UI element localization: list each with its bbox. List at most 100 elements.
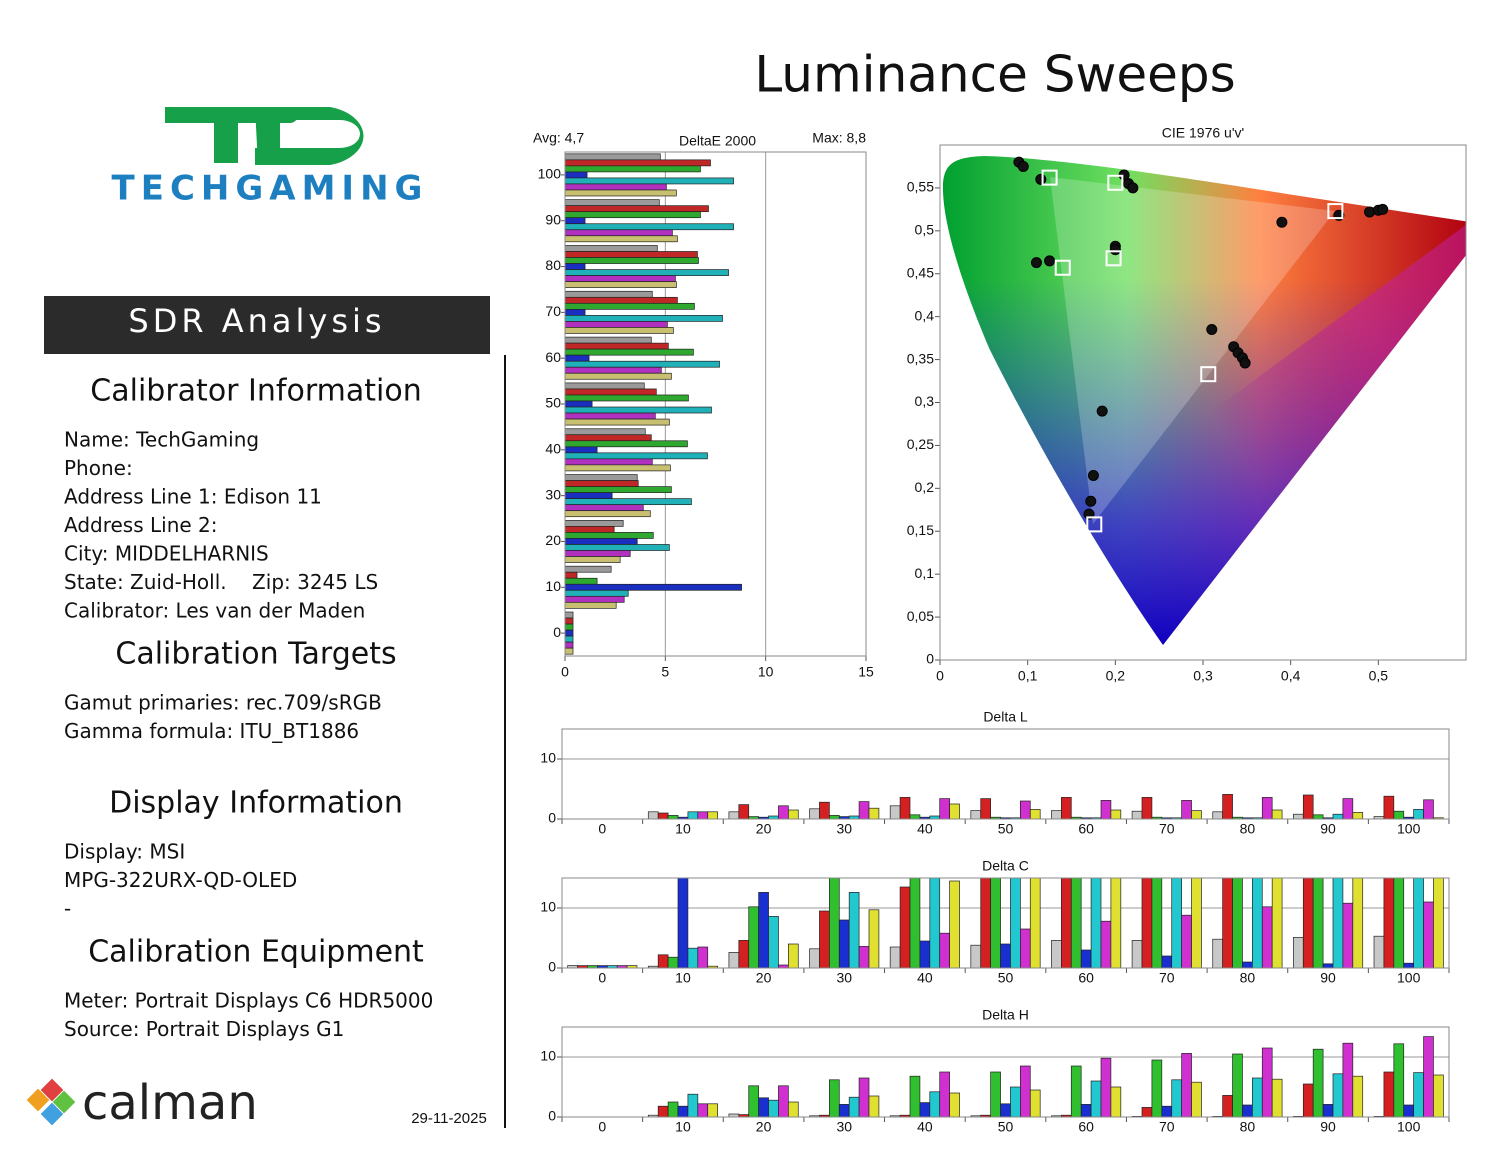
x-tick-label: 70 xyxy=(1159,821,1175,837)
bar xyxy=(838,1104,850,1117)
bar xyxy=(647,811,659,819)
info-line: Calibrator: Les van der Maden xyxy=(64,599,365,623)
bars xyxy=(567,878,1444,968)
bar xyxy=(990,878,1001,968)
bar xyxy=(848,1096,860,1117)
y-tick-label: 0,25 xyxy=(907,436,934,452)
x-tick-label: 0,3 xyxy=(1193,668,1213,684)
bar xyxy=(565,327,674,334)
bar xyxy=(1413,878,1424,968)
bar xyxy=(1131,940,1143,968)
bar xyxy=(1020,1065,1031,1117)
y-tick-label: 80 xyxy=(545,257,561,273)
info-line: Gamut primaries: rec.709/sRGB xyxy=(64,691,382,715)
bar xyxy=(868,1095,880,1117)
y-tick-label: 40 xyxy=(545,441,561,457)
bar xyxy=(1191,1081,1202,1117)
bar xyxy=(1342,902,1354,968)
bar xyxy=(1010,878,1021,968)
chart-title: Delta H xyxy=(982,1007,1029,1023)
bar xyxy=(829,815,840,819)
bar xyxy=(829,1079,840,1117)
y-tick-label: 20 xyxy=(545,532,561,548)
bar xyxy=(1261,797,1273,819)
x-tick-label: 10 xyxy=(675,821,691,837)
bar xyxy=(1029,878,1041,968)
logo-mark xyxy=(255,107,364,165)
plot-frame xyxy=(561,1026,1450,1118)
software-name: calman xyxy=(82,1075,258,1131)
y-tick-label: 0,05 xyxy=(907,608,934,624)
bar xyxy=(1232,1053,1243,1117)
bar xyxy=(687,811,699,819)
bar xyxy=(1070,1065,1082,1117)
bar xyxy=(768,916,779,968)
section-title: Display Information xyxy=(109,786,403,821)
y-tick-label: 60 xyxy=(545,349,561,365)
bar xyxy=(1302,1083,1314,1117)
bar xyxy=(1383,795,1395,819)
x-tick-label: 30 xyxy=(836,970,852,986)
y-tick-label: 30 xyxy=(545,486,561,502)
x-tick-label: 30 xyxy=(836,821,852,837)
bar xyxy=(565,458,653,466)
bar xyxy=(565,382,645,390)
bar xyxy=(1352,878,1364,968)
brand-logo: TECHGAMING xyxy=(112,107,422,209)
measured-point xyxy=(1096,405,1108,417)
y-tick-label: 10 xyxy=(540,1048,556,1064)
bar xyxy=(565,492,613,499)
bar xyxy=(565,464,671,472)
x-tick-label: 100 xyxy=(1397,821,1421,837)
bar xyxy=(565,360,720,368)
bar xyxy=(889,805,901,819)
bar xyxy=(1029,809,1041,819)
bar xyxy=(565,635,574,643)
bar xyxy=(1332,813,1344,819)
bar xyxy=(1222,794,1233,819)
bar xyxy=(565,388,657,396)
target-point xyxy=(1105,250,1122,267)
y-tick-label: 0,45 xyxy=(907,264,934,280)
bar xyxy=(1423,1036,1434,1117)
y-tick-label: 10 xyxy=(545,578,561,594)
bar xyxy=(565,321,668,328)
bar xyxy=(1181,914,1192,968)
bar xyxy=(565,532,654,539)
x-tick-label: 50 xyxy=(998,1119,1014,1135)
bar xyxy=(565,275,676,282)
y-tick-label: 0 xyxy=(548,1108,556,1124)
bar xyxy=(819,801,830,819)
measured-point xyxy=(1035,173,1047,185)
bar xyxy=(919,1102,931,1117)
measured-point xyxy=(1087,469,1099,481)
section-title: Calibration Targets xyxy=(115,637,396,672)
bar xyxy=(565,647,574,655)
bar xyxy=(1191,810,1202,819)
target-point xyxy=(1086,516,1103,533)
bar xyxy=(1181,1053,1192,1117)
bar xyxy=(565,309,586,316)
bar xyxy=(738,940,750,968)
bar xyxy=(1090,1080,1102,1117)
bar xyxy=(1212,938,1223,968)
bar xyxy=(1000,943,1011,968)
bar xyxy=(728,952,740,968)
bar xyxy=(1061,878,1072,968)
bar xyxy=(565,544,670,551)
bar xyxy=(565,229,673,237)
y-tick-label: 0,1 xyxy=(915,565,935,581)
measured-point xyxy=(1127,182,1139,194)
bar xyxy=(1100,920,1112,968)
annotation: Max: 8,8 xyxy=(812,130,866,146)
y-tick-label: 0,5 xyxy=(915,222,935,238)
section-title: Calibration Equipment xyxy=(88,935,424,970)
target-point xyxy=(1041,169,1058,186)
bar xyxy=(565,199,660,207)
plot-frame xyxy=(564,151,867,657)
bar xyxy=(1293,937,1304,968)
bar xyxy=(565,412,656,420)
bar xyxy=(1332,878,1344,968)
bar xyxy=(1252,878,1263,968)
bar xyxy=(1110,1086,1122,1117)
